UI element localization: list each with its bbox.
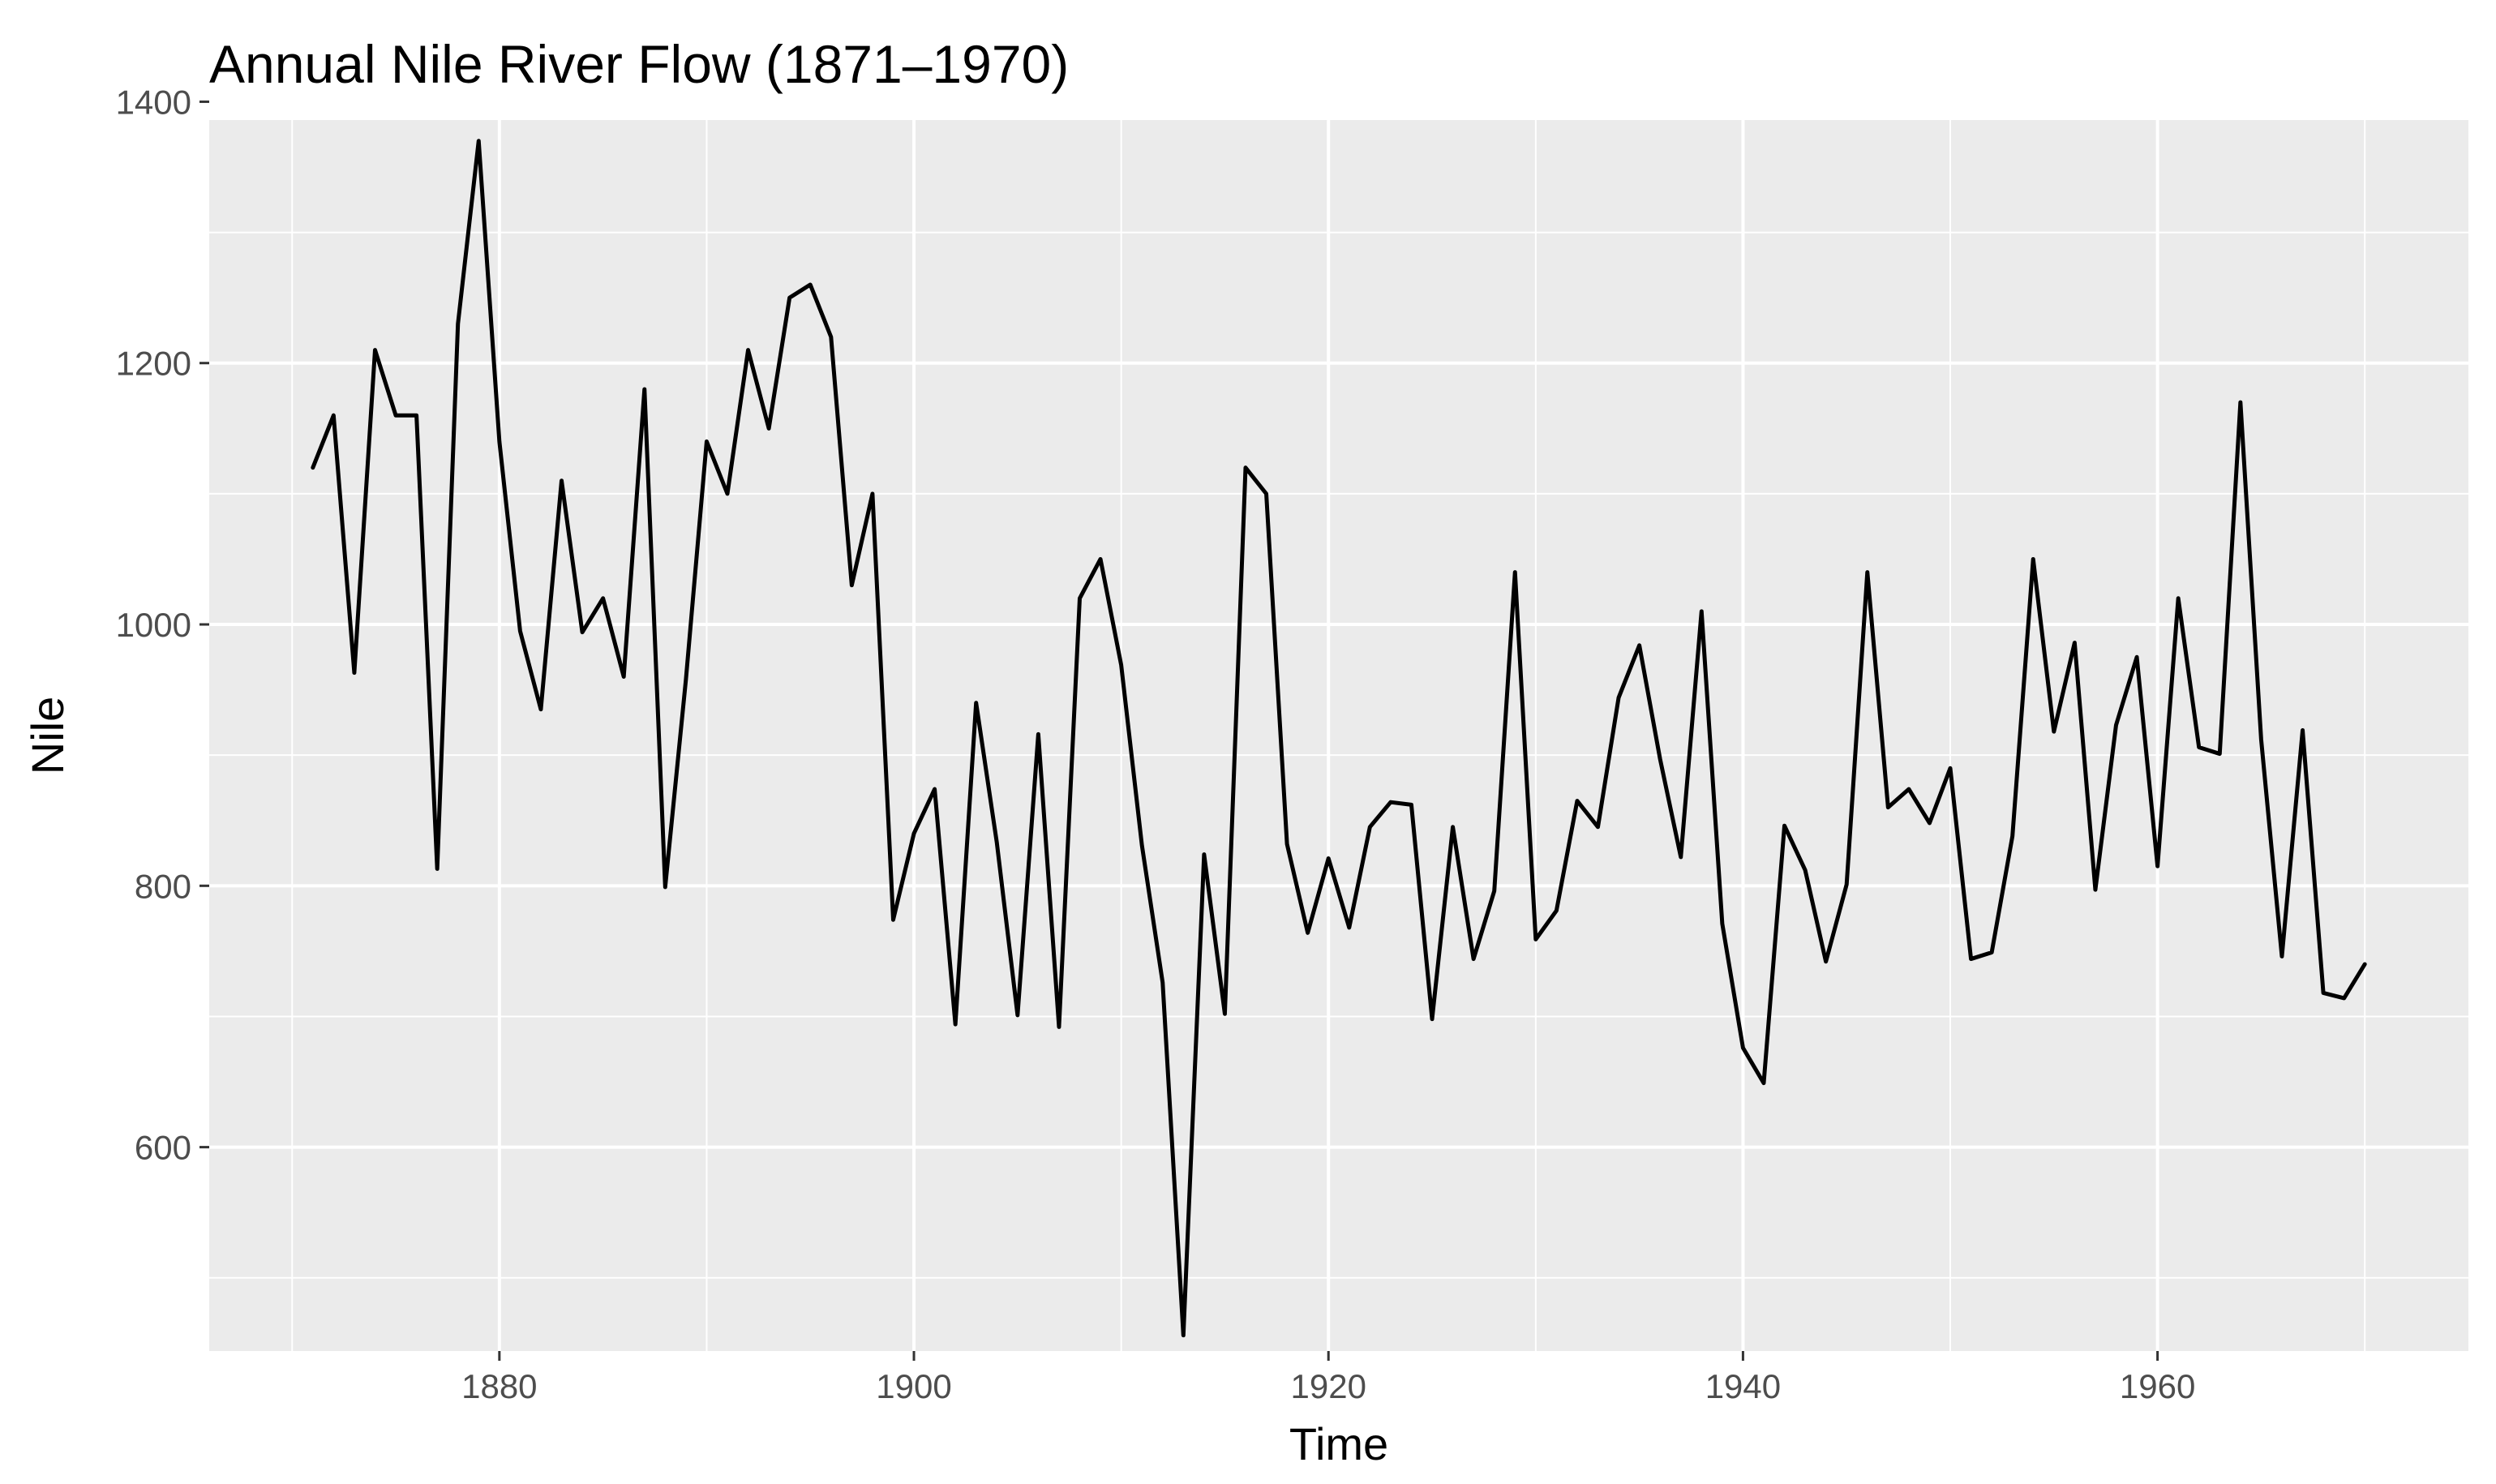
x-tick-label: 1920	[1291, 1367, 1366, 1405]
x-tick-label: 1880	[461, 1367, 537, 1405]
chart-title: Annual Nile River Flow (1871–1970)	[209, 34, 1069, 94]
x-tick-label: 1960	[2120, 1367, 2195, 1405]
y-axis: 600 800 1000 1200 1400	[116, 83, 209, 1167]
y-tick-label: 1200	[116, 345, 191, 383]
minor-gridlines	[209, 120, 2468, 1351]
y-tick-label: 1400	[116, 83, 191, 121]
y-tick-label: 600	[135, 1129, 191, 1167]
series-line	[311, 139, 2367, 1338]
series-layer	[311, 139, 2367, 1338]
x-tick-label: 1900	[876, 1367, 951, 1405]
x-axis: 1880 1900 1920 1940 1960	[461, 1351, 2195, 1405]
plot-panel	[209, 120, 2468, 1351]
y-tick-label: 1000	[116, 606, 191, 644]
x-axis-title: Time	[1289, 1418, 1388, 1469]
y-tick-label: 800	[135, 867, 191, 905]
x-tick-label: 1940	[1705, 1367, 1781, 1405]
y-axis-title: Nile	[22, 697, 73, 774]
